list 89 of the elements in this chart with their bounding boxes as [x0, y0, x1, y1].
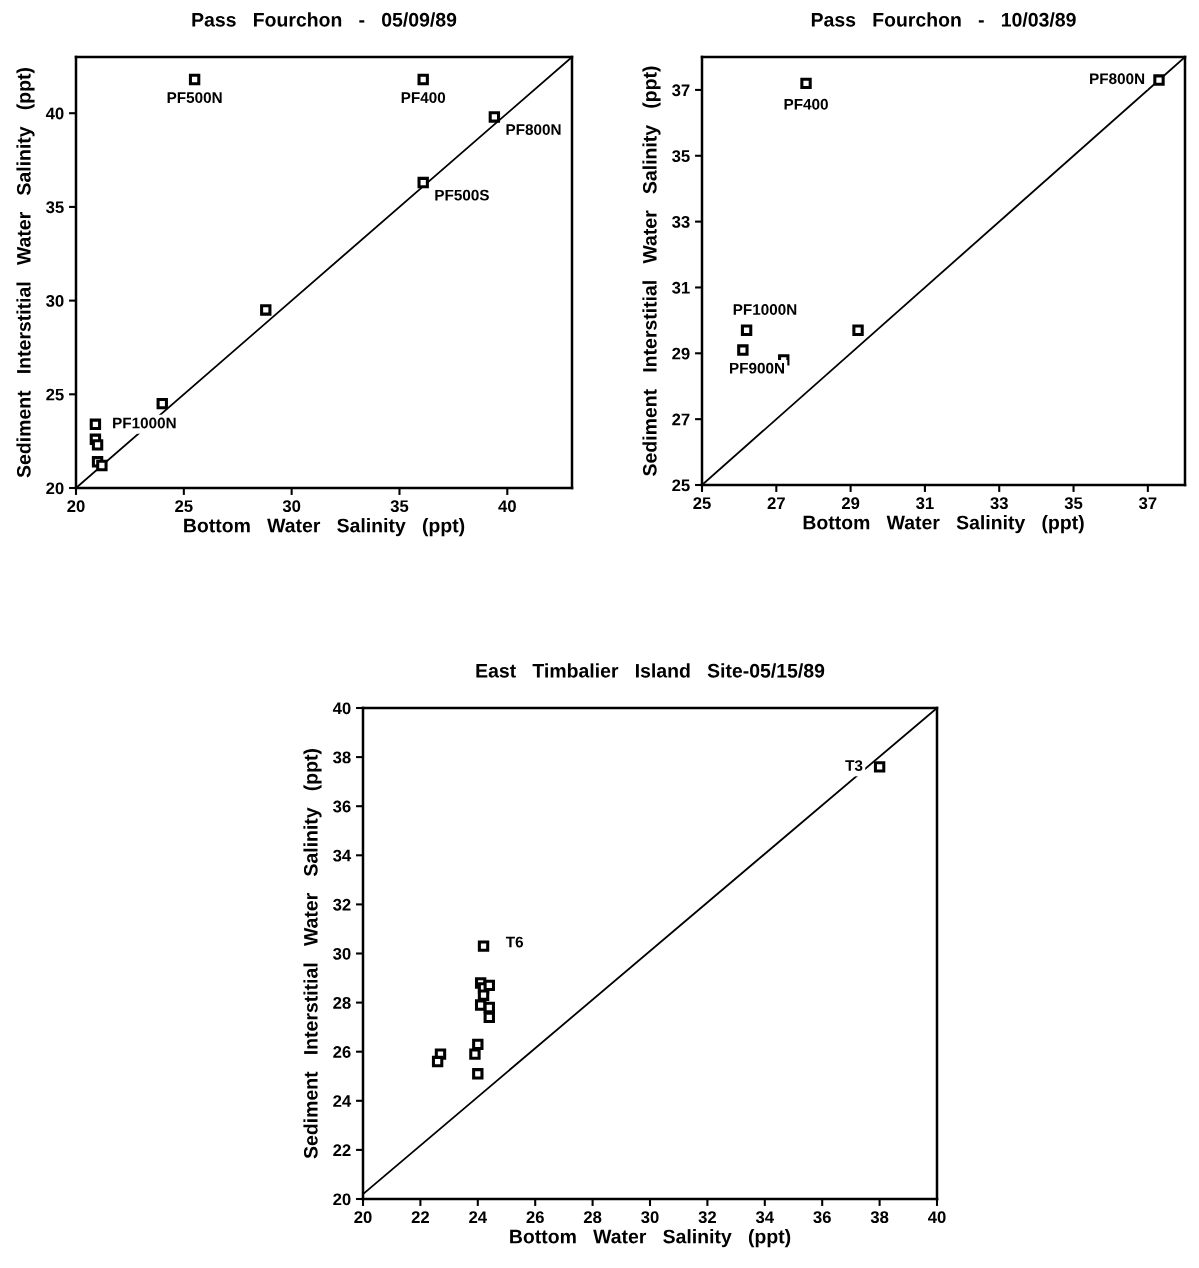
point	[89, 418, 102, 430]
point	[1153, 74, 1165, 86]
point	[483, 1011, 495, 1024]
annotation: T3	[845, 760, 863, 772]
y-tick-label: 29	[672, 347, 690, 360]
annotation: PF500N	[167, 92, 222, 104]
x-tick-label: 22	[411, 1211, 429, 1223]
annotation: PF1000N	[733, 304, 797, 315]
x-axis-title: Bottom Water Salinity (ppt)	[184, 518, 465, 537]
y-tick-label: 25	[46, 388, 64, 401]
y-tick-label: 28	[333, 997, 351, 1009]
point	[740, 324, 753, 336]
x-tick-label: 20	[67, 500, 85, 513]
x-tick-label: 40	[498, 500, 516, 513]
x-tick-label: 37	[1138, 497, 1157, 510]
x-tick-label: 28	[583, 1211, 602, 1224]
point	[873, 761, 886, 773]
y-tick-label: 35	[672, 150, 690, 162]
annotation: PF800N	[506, 124, 561, 135]
point	[852, 324, 864, 336]
y-axis-title: Sediment Interstitial Water Salinity (ppt)	[303, 749, 322, 1159]
chart-title: East Timbalier Island Site-05/15/89	[476, 663, 825, 678]
x-tick-label: 25	[175, 500, 193, 513]
annotation: T6	[505, 936, 524, 948]
annotation: PF400	[401, 92, 446, 104]
point	[483, 979, 495, 992]
x-tick-label: 36	[813, 1211, 831, 1224]
y-tick-label: 26	[333, 1046, 351, 1058]
y-axis-title: Sediment Interstitial Water Salinity (ppt)	[16, 68, 35, 478]
y-tick-label: 31	[672, 281, 690, 294]
x-tick-label: 33	[990, 497, 1008, 510]
chart-title: Pass Fourchon - 10/03/89	[811, 12, 1076, 27]
point	[469, 1048, 481, 1060]
point	[260, 304, 272, 316]
y-tick-label: 38	[333, 751, 351, 764]
y-tick-label: 34	[333, 849, 352, 862]
x-tick-label: 25	[693, 497, 711, 510]
x-tick-label: 34	[755, 1211, 774, 1224]
y-tick-label: 36	[333, 800, 351, 813]
x-tick-label: 31	[916, 497, 934, 510]
point	[488, 111, 501, 123]
annotation: PF1000N	[113, 417, 176, 429]
y-tick-label: 30	[333, 947, 351, 960]
y-tick-label: 20	[46, 482, 64, 495]
point	[188, 73, 201, 86]
y-tick-label: 40	[332, 702, 351, 715]
x-axis-title: Bottom Water Salinity (ppt)	[803, 515, 1084, 534]
point	[91, 439, 104, 451]
y-tick-label: 25	[672, 479, 690, 492]
y-tick-label: 37	[672, 84, 690, 97]
x-tick-label: 40	[927, 1211, 946, 1224]
point	[96, 459, 108, 472]
y-tick-label: 35	[46, 201, 64, 214]
y-tick-label: 32	[333, 898, 351, 911]
y-tick-label: 40	[45, 107, 64, 120]
point	[483, 1001, 495, 1014]
x-tick-label: 27	[767, 497, 785, 509]
point	[737, 344, 749, 356]
chart-title: Pass Fourchon - 05/09/89	[192, 12, 457, 27]
point	[417, 176, 429, 189]
x-tick-label: 29	[841, 497, 860, 510]
x-tick-label: 30	[282, 500, 301, 513]
x-tick-label: 35	[390, 500, 409, 513]
x-tick-label: 30	[641, 1211, 659, 1224]
y-tick-label: 20	[333, 1193, 351, 1206]
annotation: PF400	[784, 98, 828, 110]
y-tick-label: 27	[672, 413, 690, 426]
y-tick-label: 33	[672, 216, 690, 228]
point	[417, 73, 429, 86]
x-tick-label: 26	[526, 1211, 544, 1224]
x-tick-label: 35	[1064, 497, 1083, 510]
point	[472, 1068, 484, 1080]
x-axis-title: Bottom Water Salinity (ppt)	[510, 1229, 791, 1248]
y-axis-title: Sediment Interstitial Water Salinity (ppt)	[642, 66, 661, 476]
x-tick-label: 24	[469, 1211, 487, 1223]
x-tick-label: 32	[698, 1211, 716, 1224]
annotation: PF500S	[435, 189, 489, 201]
y-tick-label: 22	[333, 1144, 351, 1156]
y-tick-label: 30	[46, 295, 64, 307]
x-tick-label: 38	[870, 1211, 889, 1224]
point	[431, 1055, 444, 1068]
point	[156, 397, 168, 410]
point	[477, 940, 490, 952]
point	[800, 77, 812, 90]
point	[474, 999, 487, 1011]
y-tick-label: 24	[333, 1095, 352, 1107]
annotation: PF900N	[730, 362, 784, 374]
annotation: PF800N	[1090, 73, 1145, 85]
x-tick-label: 20	[354, 1211, 372, 1224]
